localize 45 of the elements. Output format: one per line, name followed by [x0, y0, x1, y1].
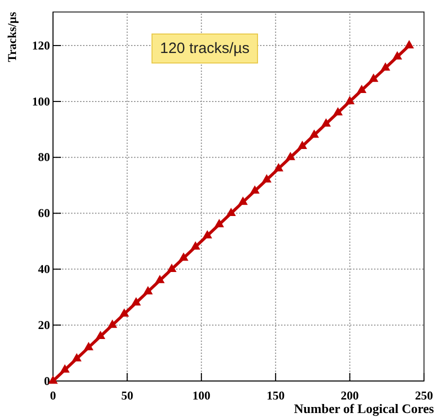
point	[333, 107, 343, 116]
y-axis-title: Tracks/µs	[5, 12, 19, 62]
point	[72, 353, 82, 362]
point	[166, 264, 177, 272]
point	[392, 51, 402, 60]
x-tick-label: 150	[266, 388, 285, 403]
y-tick-label: 100	[32, 94, 50, 108]
y-tick-label: 20	[38, 318, 50, 332]
point	[178, 252, 188, 261]
point	[380, 62, 390, 71]
point	[84, 342, 94, 350]
x-tick-label: 50	[121, 388, 134, 403]
y-tick-label: 120	[32, 38, 50, 52]
point	[190, 241, 200, 250]
point	[238, 196, 248, 205]
x-tick-label: 200	[340, 388, 359, 403]
point	[226, 208, 236, 216]
y-tick-label: 60	[38, 206, 50, 220]
point	[143, 286, 153, 294]
point	[356, 84, 366, 94]
y-tick-label: 40	[38, 262, 50, 276]
y-tick-label: 0	[44, 374, 50, 388]
point	[368, 74, 378, 82]
x-axis-title: Number of Logical Cores	[294, 401, 434, 416]
point	[250, 185, 260, 194]
point	[262, 174, 272, 182]
point	[274, 162, 284, 172]
point	[108, 320, 118, 328]
y-tick-label: 80	[38, 150, 50, 164]
point	[60, 364, 70, 373]
point	[309, 129, 319, 138]
point	[344, 96, 355, 104]
point	[214, 218, 224, 228]
annotation: 120 tracks/µs	[160, 40, 250, 57]
x-tick-label: 100	[192, 388, 210, 403]
point	[119, 308, 130, 317]
point	[286, 152, 296, 160]
point	[404, 40, 414, 48]
point	[202, 230, 212, 238]
x-tick-label: 250	[415, 388, 433, 403]
point	[298, 140, 308, 149]
point	[96, 330, 106, 340]
point	[321, 118, 331, 127]
point	[155, 274, 165, 284]
point	[131, 297, 141, 306]
